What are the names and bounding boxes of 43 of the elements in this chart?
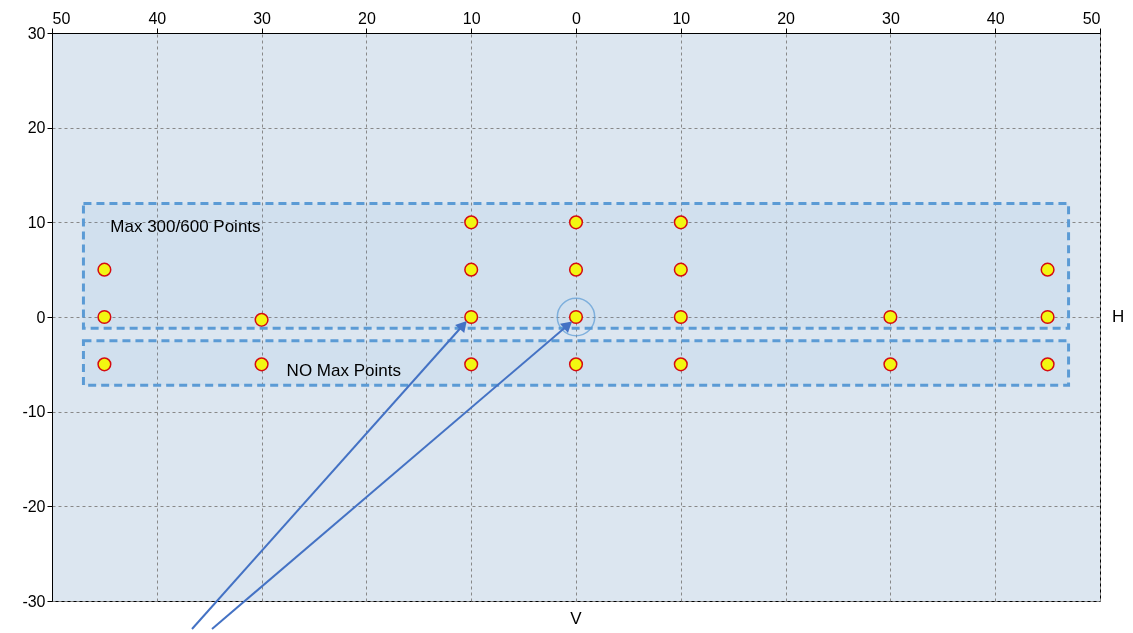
y-tick-label: 20	[27, 119, 46, 137]
point	[464, 262, 479, 277]
y-tick-label: 30	[27, 24, 46, 42]
point	[464, 215, 479, 230]
point	[673, 309, 688, 325]
point	[883, 357, 898, 372]
x-tick-label: 10	[672, 9, 691, 27]
x-axis-title: V	[570, 609, 583, 628]
point	[464, 357, 479, 372]
y-tick-label: 0	[36, 308, 46, 326]
point	[673, 357, 688, 372]
y-tick-label: -10	[22, 403, 46, 421]
point	[568, 215, 584, 230]
point	[1040, 357, 1055, 372]
x-tick-label: 20	[777, 9, 796, 27]
point	[568, 262, 584, 277]
point	[673, 262, 688, 277]
point	[1040, 262, 1055, 277]
x-tick-label: 50	[1082, 9, 1101, 27]
point	[254, 312, 269, 327]
point	[97, 309, 112, 325]
point	[1040, 309, 1055, 325]
x-tick-label: 40	[986, 9, 1005, 27]
point	[254, 357, 269, 372]
band-label: Max 300/600 Points	[110, 217, 261, 237]
text: H	[1112, 307, 1125, 326]
x-tick-label: 50	[52, 9, 71, 27]
point	[97, 357, 112, 372]
y-tick-label: -20	[22, 497, 46, 515]
x-tick-label: 20	[358, 9, 376, 27]
point	[568, 357, 584, 372]
x-tick-label: 30	[882, 9, 900, 27]
x-tick-label: 0	[572, 9, 582, 27]
y-tick-label: 10	[27, 213, 46, 231]
x-tick-label: 10	[462, 9, 481, 27]
x-tick-label: 30	[253, 9, 272, 27]
point	[673, 215, 688, 230]
x-tick-label: 40	[148, 9, 167, 27]
point	[883, 309, 898, 325]
point	[464, 309, 479, 325]
band-label: NO Max Points	[286, 361, 401, 381]
point	[97, 262, 112, 277]
y-tick-label: -30	[22, 592, 46, 610]
